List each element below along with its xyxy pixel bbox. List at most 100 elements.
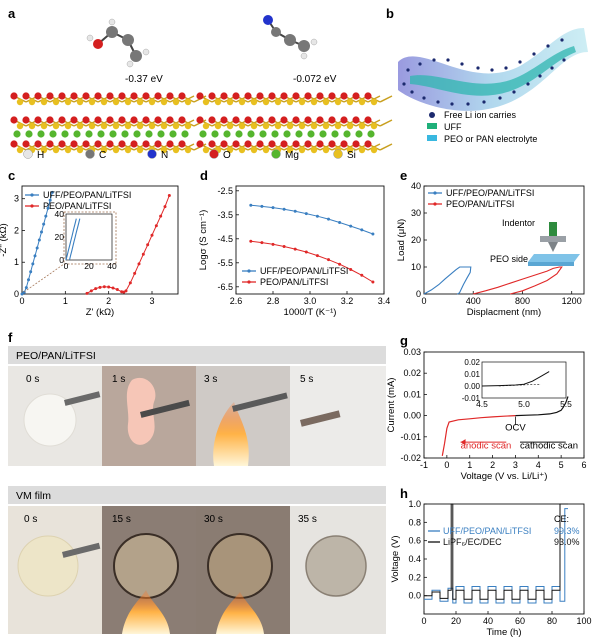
row2-title-bar [8,486,386,504]
legend-label: UFF/PEO/PAN/LiTFSI [446,188,534,198]
y-tick-label: -0.01 [400,432,421,442]
data-point [107,285,111,289]
data-point [249,239,253,243]
data-point [24,286,28,290]
inset-x-tick-label: 40 [107,261,117,271]
legend-marker [30,204,34,208]
row1-time-2: 3 s [204,374,217,385]
y-axis-label: Load (μN) [396,219,407,261]
data-point [150,233,154,237]
y-axis-label: -Z'' (kΩ) [0,223,9,256]
energy-left: -0.37 eV [125,74,163,85]
chart-d: 2.6 2.8 3.0 3.2 3.4 -2.5 -3.5 -4.5 -5.5 -6.5 1000/… [198,185,390,318]
data-point [20,292,24,296]
x-axis-label: Z' (kΩ) [86,307,114,318]
y-tick-label: -3.5 [217,210,233,220]
data-point [315,254,319,258]
data-point [27,278,30,282]
data-point [50,190,54,194]
x-tick-label: 60 [515,616,525,626]
inset-y-tick-label: 0.00 [464,382,480,391]
data-point [141,252,145,256]
chart-g: -1 0 1 2 3 4 5 6 -0.02 -0.01 0.00 0.01 0.02 0.03 Volta… [386,347,587,482]
indentor-illustration [528,222,580,266]
series-line [65,218,77,261]
y-tick-label: 0.01 [403,389,421,399]
y-tick-label: 0.03 [403,347,421,357]
atom-legend-label: N [161,150,168,161]
data-point [40,230,43,234]
panel-c-label: c [8,168,15,183]
x-tick-label: 1 [63,296,68,306]
row2-time-2: 30 s [204,514,223,525]
data-point [37,238,41,242]
x-tick-label: 6 [581,460,586,470]
data-point [146,243,150,247]
molecule-left [86,18,150,68]
data-point [282,244,286,248]
y-tick-label: 2 [14,225,19,235]
inset-tangent [498,383,541,387]
mineral-slabs [10,92,393,154]
row2-time-1: 15 s [112,514,131,525]
data-point [293,247,297,251]
data-point [327,217,330,221]
legend-label: UFF/PEO/PAN/LiTFSI [443,526,531,536]
data-point [338,220,342,224]
inset-y-tick-label: 0 [59,255,64,265]
inset-y-tick-label: 40 [55,209,65,219]
x-tick-label: 800 [515,296,530,306]
panel-g-label: g [400,333,408,348]
data-point [260,204,264,208]
data-point [349,268,353,272]
annotation-cathodic: cathodic scan [520,440,578,451]
data-point [293,209,297,213]
data-point [48,198,52,202]
data-point [360,273,364,277]
chart-e: 0 400 800 1200 0 10 20 30 40 Displacment (nm) Load… [396,181,585,318]
row2-time-3: 35 s [298,514,317,525]
y-tick-label: 20 [411,235,421,245]
inset-y-tick-label: 20 [55,232,65,242]
data-point [42,222,46,226]
molecule-right [263,15,318,60]
legend-marker [433,191,437,195]
x-tick-label: 4 [536,460,541,470]
legend-label: PEO/PAN/LiTFSI [43,201,111,211]
x-axis-label: Displacment (nm) [467,307,541,318]
fiber-legend-swatch [427,123,437,129]
inset-frame [65,213,113,261]
legend-title: CE: [554,514,569,524]
y-tick-label: 0 [416,289,421,299]
series-line [424,503,568,600]
data-point [111,286,115,290]
atom-legend-dot [333,149,343,159]
annotation-anodic: anodic scan [461,440,512,451]
y-tick-label: -0.02 [400,453,421,463]
x-axis-label: 1000/T (K⁻¹) [284,307,337,318]
data-point [282,207,286,211]
legend-label: UFF/PEO/PAN/LiTFSI [43,190,131,200]
row1-title: PEO/PAN/LiTFSI [16,350,96,362]
y-tick-label: -6.5 [217,282,233,292]
x-tick-label: 20 [451,616,461,626]
inset-x-tick-label: 5.0 [518,399,530,409]
fiber-legend-label: UFF [444,122,462,132]
legend-label: UFF/PEO/PAN/LiTFSI [260,266,348,276]
data-point [327,258,330,262]
y-tick-label: 40 [411,181,421,191]
x-tick-label: 0 [421,616,426,626]
series-line [250,204,374,235]
legend-ce: 99.3% [554,526,580,536]
data-point [271,206,275,210]
legend-marker [247,280,251,284]
x-tick-label: 400 [466,296,481,306]
chart-h: 0 20 40 60 80 100 0.0 0.2 0.4 0.6 0.8 1.0 Time (h) Vo… [390,499,592,638]
data-point [122,290,126,294]
series-line [481,371,550,387]
inset-y-tick-label: -0.01 [462,394,481,403]
inset-x-tick-label: 20 [84,261,94,271]
series-line [441,415,516,457]
panel-e-label: e [400,168,407,183]
